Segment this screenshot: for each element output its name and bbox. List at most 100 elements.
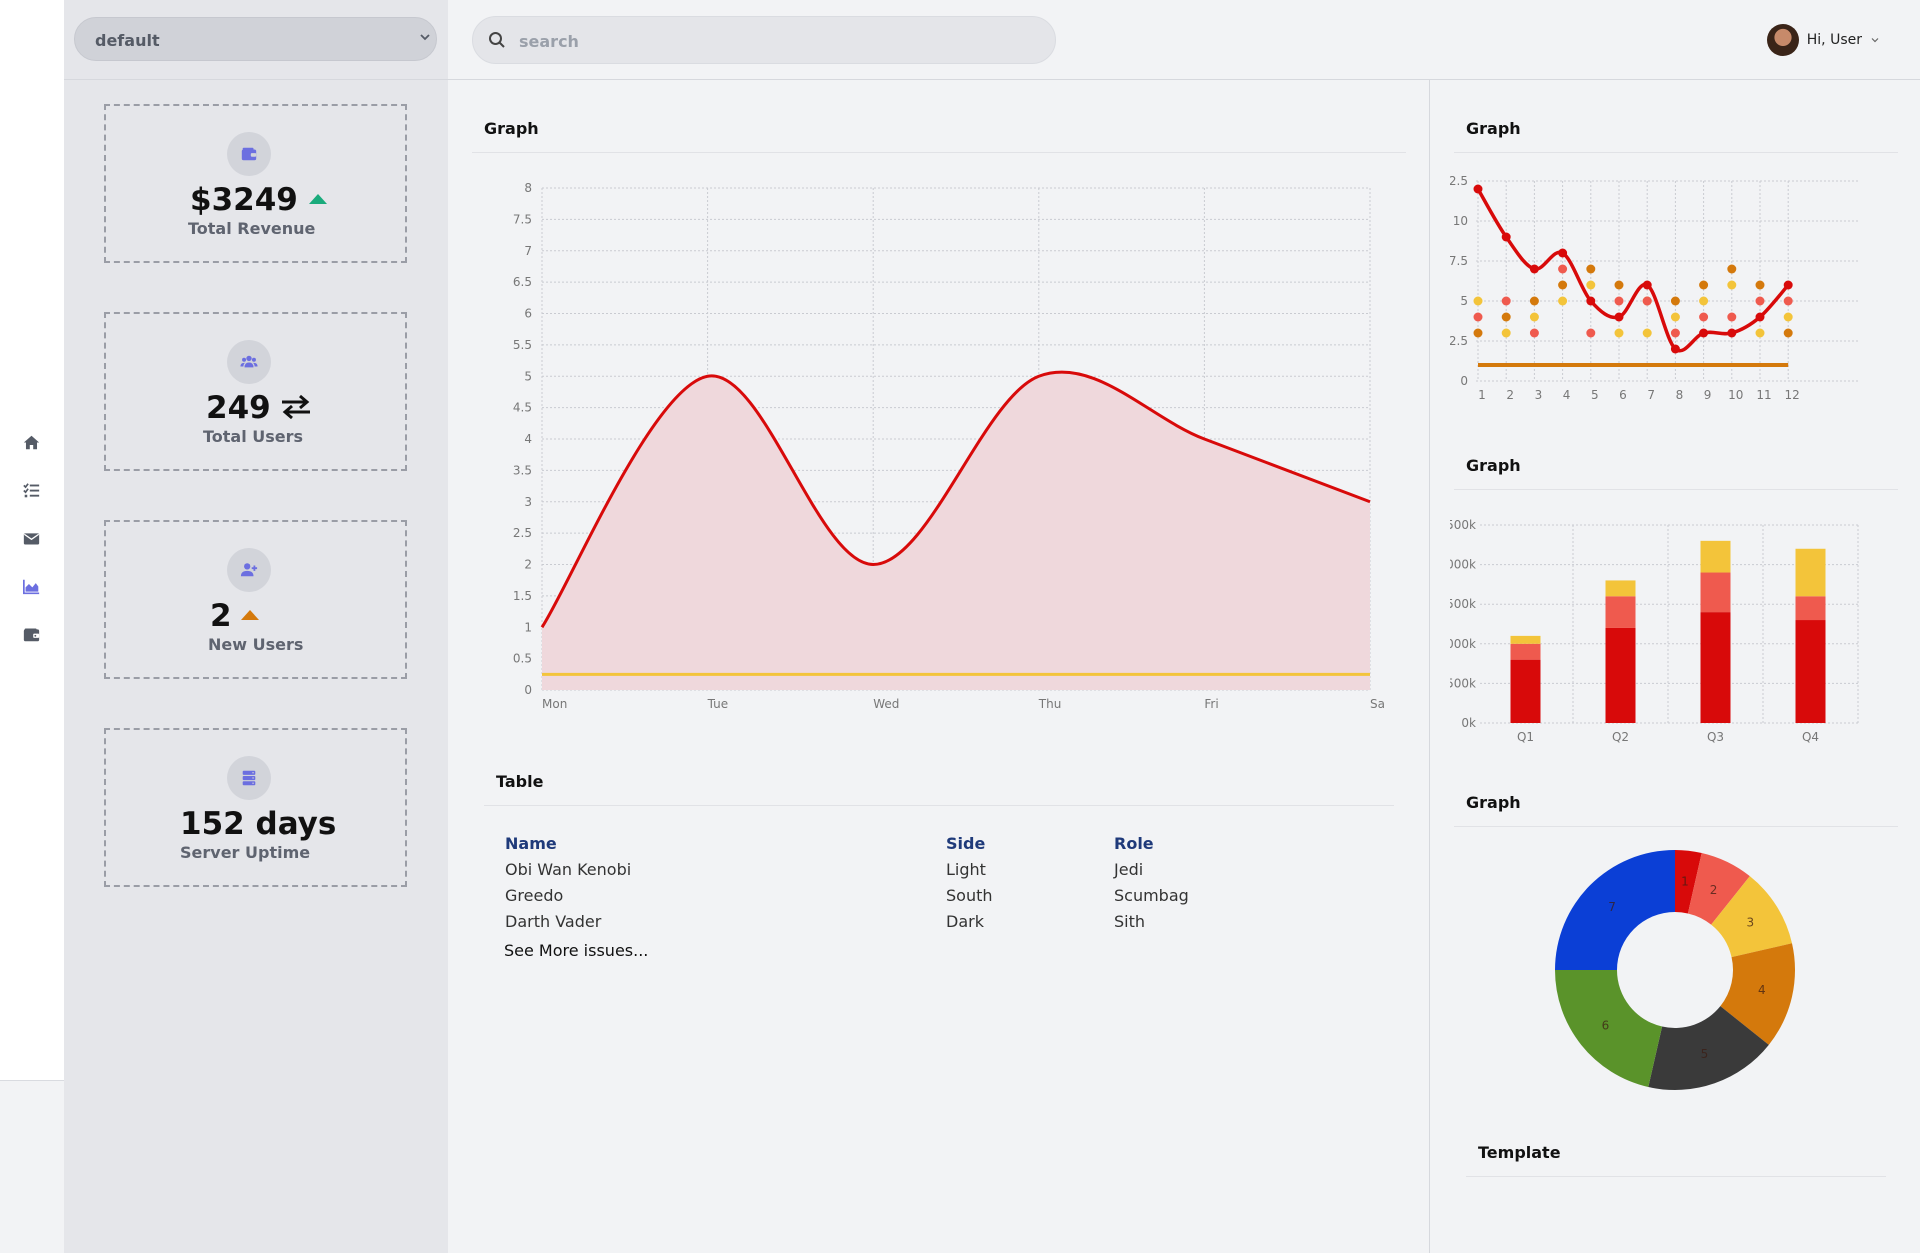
line-point (1529, 264, 1539, 274)
line-point (1642, 280, 1652, 290)
see-more-issues-link[interactable]: See More issues... (504, 941, 649, 960)
scatter-point (1783, 328, 1793, 338)
scatter-point (1529, 296, 1539, 306)
avatar[interactable] (1766, 24, 1799, 56)
line-point (1614, 312, 1624, 322)
x-tick-label: 12 (1785, 388, 1800, 402)
slice-label: 1 (1681, 875, 1689, 889)
scatter-point (1670, 328, 1680, 338)
scatter-point (1501, 312, 1511, 322)
stats-header-divider (64, 79, 448, 80)
nav-area-chart-icon[interactable] (22, 577, 40, 595)
y-tick-label: 1 (524, 620, 532, 634)
nav-task-list-icon[interactable] (22, 481, 40, 499)
bar-segment (1510, 643, 1541, 660)
stat-card-revenue: $3249 Total Revenue (104, 104, 407, 263)
scatter-point (1501, 296, 1511, 306)
y-tick-label: 6 (524, 307, 532, 321)
bar-segment (1510, 659, 1541, 723)
x-tick-label: 11 (1756, 388, 1771, 402)
nav-home-icon[interactable] (22, 433, 40, 451)
server-icon-badge (227, 756, 271, 800)
y-tick-label: 4.5 (513, 401, 532, 415)
x-tick-label: Q1 (1517, 730, 1534, 744)
nav-mail-icon[interactable] (22, 529, 40, 547)
x-tick-label: 1 (1478, 388, 1486, 402)
exchange-arrows-icon (282, 394, 310, 420)
x-tick-label: 7 (1647, 388, 1655, 402)
slice-label: 2 (1710, 883, 1718, 897)
line-point (1473, 184, 1483, 194)
x-tick-label: 6 (1619, 388, 1627, 402)
y-tick-label: 2000k (1450, 558, 1476, 572)
server-icon (242, 770, 256, 786)
donut-slice (1555, 850, 1675, 970)
scatter-point (1699, 312, 1709, 322)
x-tick-label: Mon (542, 697, 567, 711)
scatter-point (1614, 296, 1624, 306)
series-line (1476, 188, 1790, 353)
x-tick-label: Q4 (1802, 730, 1819, 744)
users-icon (240, 355, 258, 368)
user-menu[interactable]: Hi, User (1766, 24, 1880, 56)
donut-chart: 1 2 3 4 5 6 7 (1555, 850, 1795, 1090)
template-title-rule (1466, 1176, 1886, 1177)
y-tick-label: 3 (524, 495, 532, 509)
scatter-point (1670, 296, 1680, 306)
stat-label: Server Uptime (180, 843, 311, 862)
environment-select[interactable]: default (74, 17, 437, 61)
y-tick-label: 10 (1453, 214, 1468, 228)
slice-label: 6 (1602, 1018, 1610, 1032)
main-graph-title-rule (472, 152, 1406, 153)
stat-label: Total Revenue (188, 219, 316, 238)
issues-table: Name Side Role Obi Wan Kenobi Light Jedi… (505, 830, 1314, 934)
line-point (1727, 328, 1737, 338)
donut-slice (1711, 876, 1792, 958)
x-tick-label: Q2 (1612, 730, 1629, 744)
y-tick-label: 2.5 (513, 526, 532, 540)
top-bar: Hi, User (448, 0, 1920, 80)
scatter-point (1755, 280, 1765, 290)
x-tick-label: Thu (1038, 697, 1062, 711)
table-header-row: Name Side Role (505, 830, 1314, 856)
right-graph-3-rule (1454, 826, 1898, 827)
right-graph-2-rule (1454, 489, 1898, 490)
bar-segment (1700, 612, 1731, 723)
scatter-point (1558, 296, 1568, 306)
slice-label: 7 (1608, 900, 1616, 914)
y-tick-label: 3.5 (513, 463, 532, 477)
bar-segment (1605, 580, 1636, 597)
stat-label: New Users (208, 635, 304, 654)
scatter-point (1642, 296, 1652, 306)
x-tick-label: Wed (873, 697, 899, 711)
revenue-icon-badge (227, 132, 271, 176)
x-tick-label: 8 (1676, 388, 1684, 402)
donut-slice (1675, 850, 1702, 914)
stat-card-uptime: 152 days Server Uptime (104, 728, 407, 887)
column-header-side: Side (946, 833, 986, 853)
table-title: Table (496, 772, 544, 791)
scatter-point (1558, 280, 1568, 290)
user-plus-icon (240, 563, 258, 577)
y-tick-label: 0 (524, 683, 532, 697)
column-header-role: Role (1114, 833, 1154, 853)
table-cell-role: Sith (1114, 911, 1146, 931)
y-tick-label: 2500k (1450, 518, 1476, 532)
trend-up-icon (309, 194, 327, 204)
donut-slice (1648, 1006, 1769, 1090)
y-tick-label: 0.5 (513, 652, 532, 666)
table-cell-role: Scumbag (1114, 885, 1189, 905)
nav-wallet-icon[interactable] (22, 625, 40, 643)
rail-footer-area (0, 1081, 64, 1253)
line-point (1699, 328, 1709, 338)
search-input[interactable] (519, 28, 1019, 54)
slice-label: 3 (1747, 916, 1755, 930)
table-cell-name: Greedo (505, 885, 564, 905)
stat-value: 249 (206, 390, 271, 426)
table-row: Greedo South Scumbag (505, 882, 1314, 908)
icon-nav-rail (0, 0, 64, 1081)
template-title: Template (1478, 1143, 1561, 1162)
y-tick-label: 0k (1461, 716, 1476, 730)
bar-segment (1795, 596, 1826, 621)
